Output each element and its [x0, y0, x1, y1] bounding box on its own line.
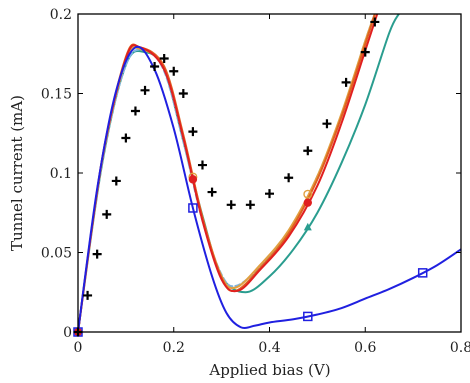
- x-tick-label: 0.6: [354, 340, 376, 356]
- x-tick-label: 0: [74, 340, 83, 356]
- x-tick-label: 0.2: [163, 340, 185, 356]
- y-tick-label: 0.1: [50, 166, 72, 182]
- data-point-circle: [303, 198, 312, 207]
- data-point-plus: [92, 249, 102, 259]
- data-point-circle-open: [303, 189, 313, 199]
- data-point-plus: [169, 66, 179, 76]
- data-point-plus: [150, 61, 160, 71]
- data-point-plus: [111, 176, 121, 186]
- data-point-triangle: [303, 222, 312, 231]
- y-tick-label: 0.15: [41, 87, 72, 103]
- data-point-square: [188, 203, 198, 213]
- plot-frame: [77, 13, 462, 333]
- x-tick-label: 0.4: [258, 340, 280, 356]
- data-point-plus: [83, 290, 93, 300]
- data-point-plus: [245, 200, 255, 210]
- data-point-plus: [121, 133, 131, 143]
- data-point-plus: [370, 17, 380, 27]
- series-line-2: [78, 14, 376, 332]
- data-point-plus: [130, 106, 140, 116]
- data-point-plus: [102, 209, 112, 219]
- data-point-square: [303, 311, 313, 322]
- x-axis-title: Applied bias (V): [208, 361, 330, 379]
- data-point-plus: [265, 189, 274, 199]
- data-point-plus: [322, 119, 332, 129]
- y-axis-title: Tunnel current (mA): [8, 95, 26, 251]
- y-tick-label: 0: [63, 325, 72, 341]
- series-line-5: [78, 45, 461, 332]
- data-point-plus: [188, 127, 198, 137]
- y-tick-label: 0.05: [41, 246, 72, 262]
- data-point-plus: [226, 200, 236, 210]
- y-tick-label: 0.2: [50, 7, 72, 23]
- series-layer: [78, 14, 461, 332]
- data-point-plus: [207, 187, 217, 197]
- tick-layer: 0 0.2 0.4 0.6 0.8 0 0.05 0.1 0.15 0.2: [41, 7, 470, 356]
- data-point-circle: [188, 175, 198, 184]
- data-point-plus: [284, 173, 294, 183]
- x-tick-label: 0.8: [450, 340, 470, 356]
- data-point-plus: [178, 89, 188, 98]
- data-point-plus: [360, 47, 370, 57]
- data-point-plus: [197, 160, 207, 170]
- data-point-plus: [341, 77, 351, 87]
- data-point-plus: [159, 54, 169, 64]
- data-point-plus: [140, 85, 150, 95]
- data-point-plus: [303, 146, 313, 156]
- data-point-square: [417, 268, 428, 278]
